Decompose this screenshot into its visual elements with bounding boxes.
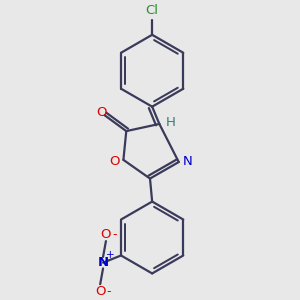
Text: +: +	[106, 250, 115, 260]
Text: -: -	[106, 285, 111, 298]
Text: N: N	[182, 155, 192, 168]
Text: O: O	[101, 228, 111, 241]
Text: O: O	[109, 155, 119, 168]
Text: N: N	[98, 256, 109, 269]
Text: O: O	[96, 106, 106, 119]
Text: Cl: Cl	[146, 4, 159, 17]
Text: -: -	[112, 228, 117, 241]
Text: O: O	[95, 285, 105, 298]
Text: H: H	[166, 116, 176, 129]
